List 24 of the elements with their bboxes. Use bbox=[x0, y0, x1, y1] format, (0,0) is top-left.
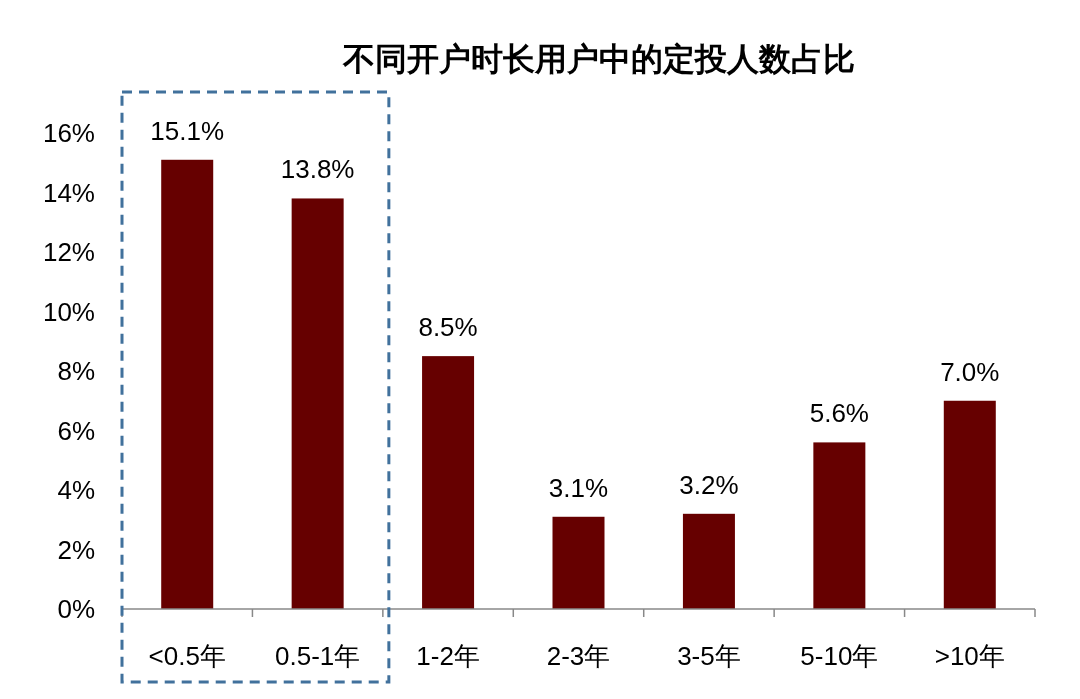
y-tick-label: 6% bbox=[57, 415, 95, 446]
x-tick-label: 0.5-1年 bbox=[275, 641, 361, 671]
data-label: 3.1% bbox=[548, 472, 609, 503]
data-label: 7.0% bbox=[940, 356, 1000, 387]
y-tick-label: 4% bbox=[57, 475, 95, 505]
data-label: 15.1% bbox=[150, 115, 225, 146]
x-tick-label: 2-3年 bbox=[546, 641, 611, 671]
y-tick-label: 16% bbox=[42, 118, 95, 148]
y-tick-label: 10% bbox=[42, 296, 95, 327]
y-tick-label: 0% bbox=[57, 594, 95, 624]
x-tick-label: >10年 bbox=[934, 641, 1005, 671]
y-tick-label: 14% bbox=[42, 177, 95, 208]
y-tick-label: 2% bbox=[57, 534, 95, 565]
x-tick-label: 5-10年 bbox=[800, 641, 879, 671]
data-label: 3.2% bbox=[679, 469, 739, 500]
y-tick-label: 8% bbox=[57, 356, 95, 386]
chart-title: 不同开户时长用户中的定投人数占比 bbox=[341, 41, 855, 77]
x-tick-label: 1-2年 bbox=[416, 641, 480, 671]
data-label: 5.6% bbox=[809, 398, 869, 429]
data-label: 13.8% bbox=[280, 154, 355, 185]
x-tick-label: <0.5年 bbox=[148, 641, 226, 671]
x-tick-label: 3-5年 bbox=[677, 641, 741, 671]
data-label: 8.5% bbox=[418, 312, 478, 343]
y-tick-label: 12% bbox=[42, 237, 95, 267]
